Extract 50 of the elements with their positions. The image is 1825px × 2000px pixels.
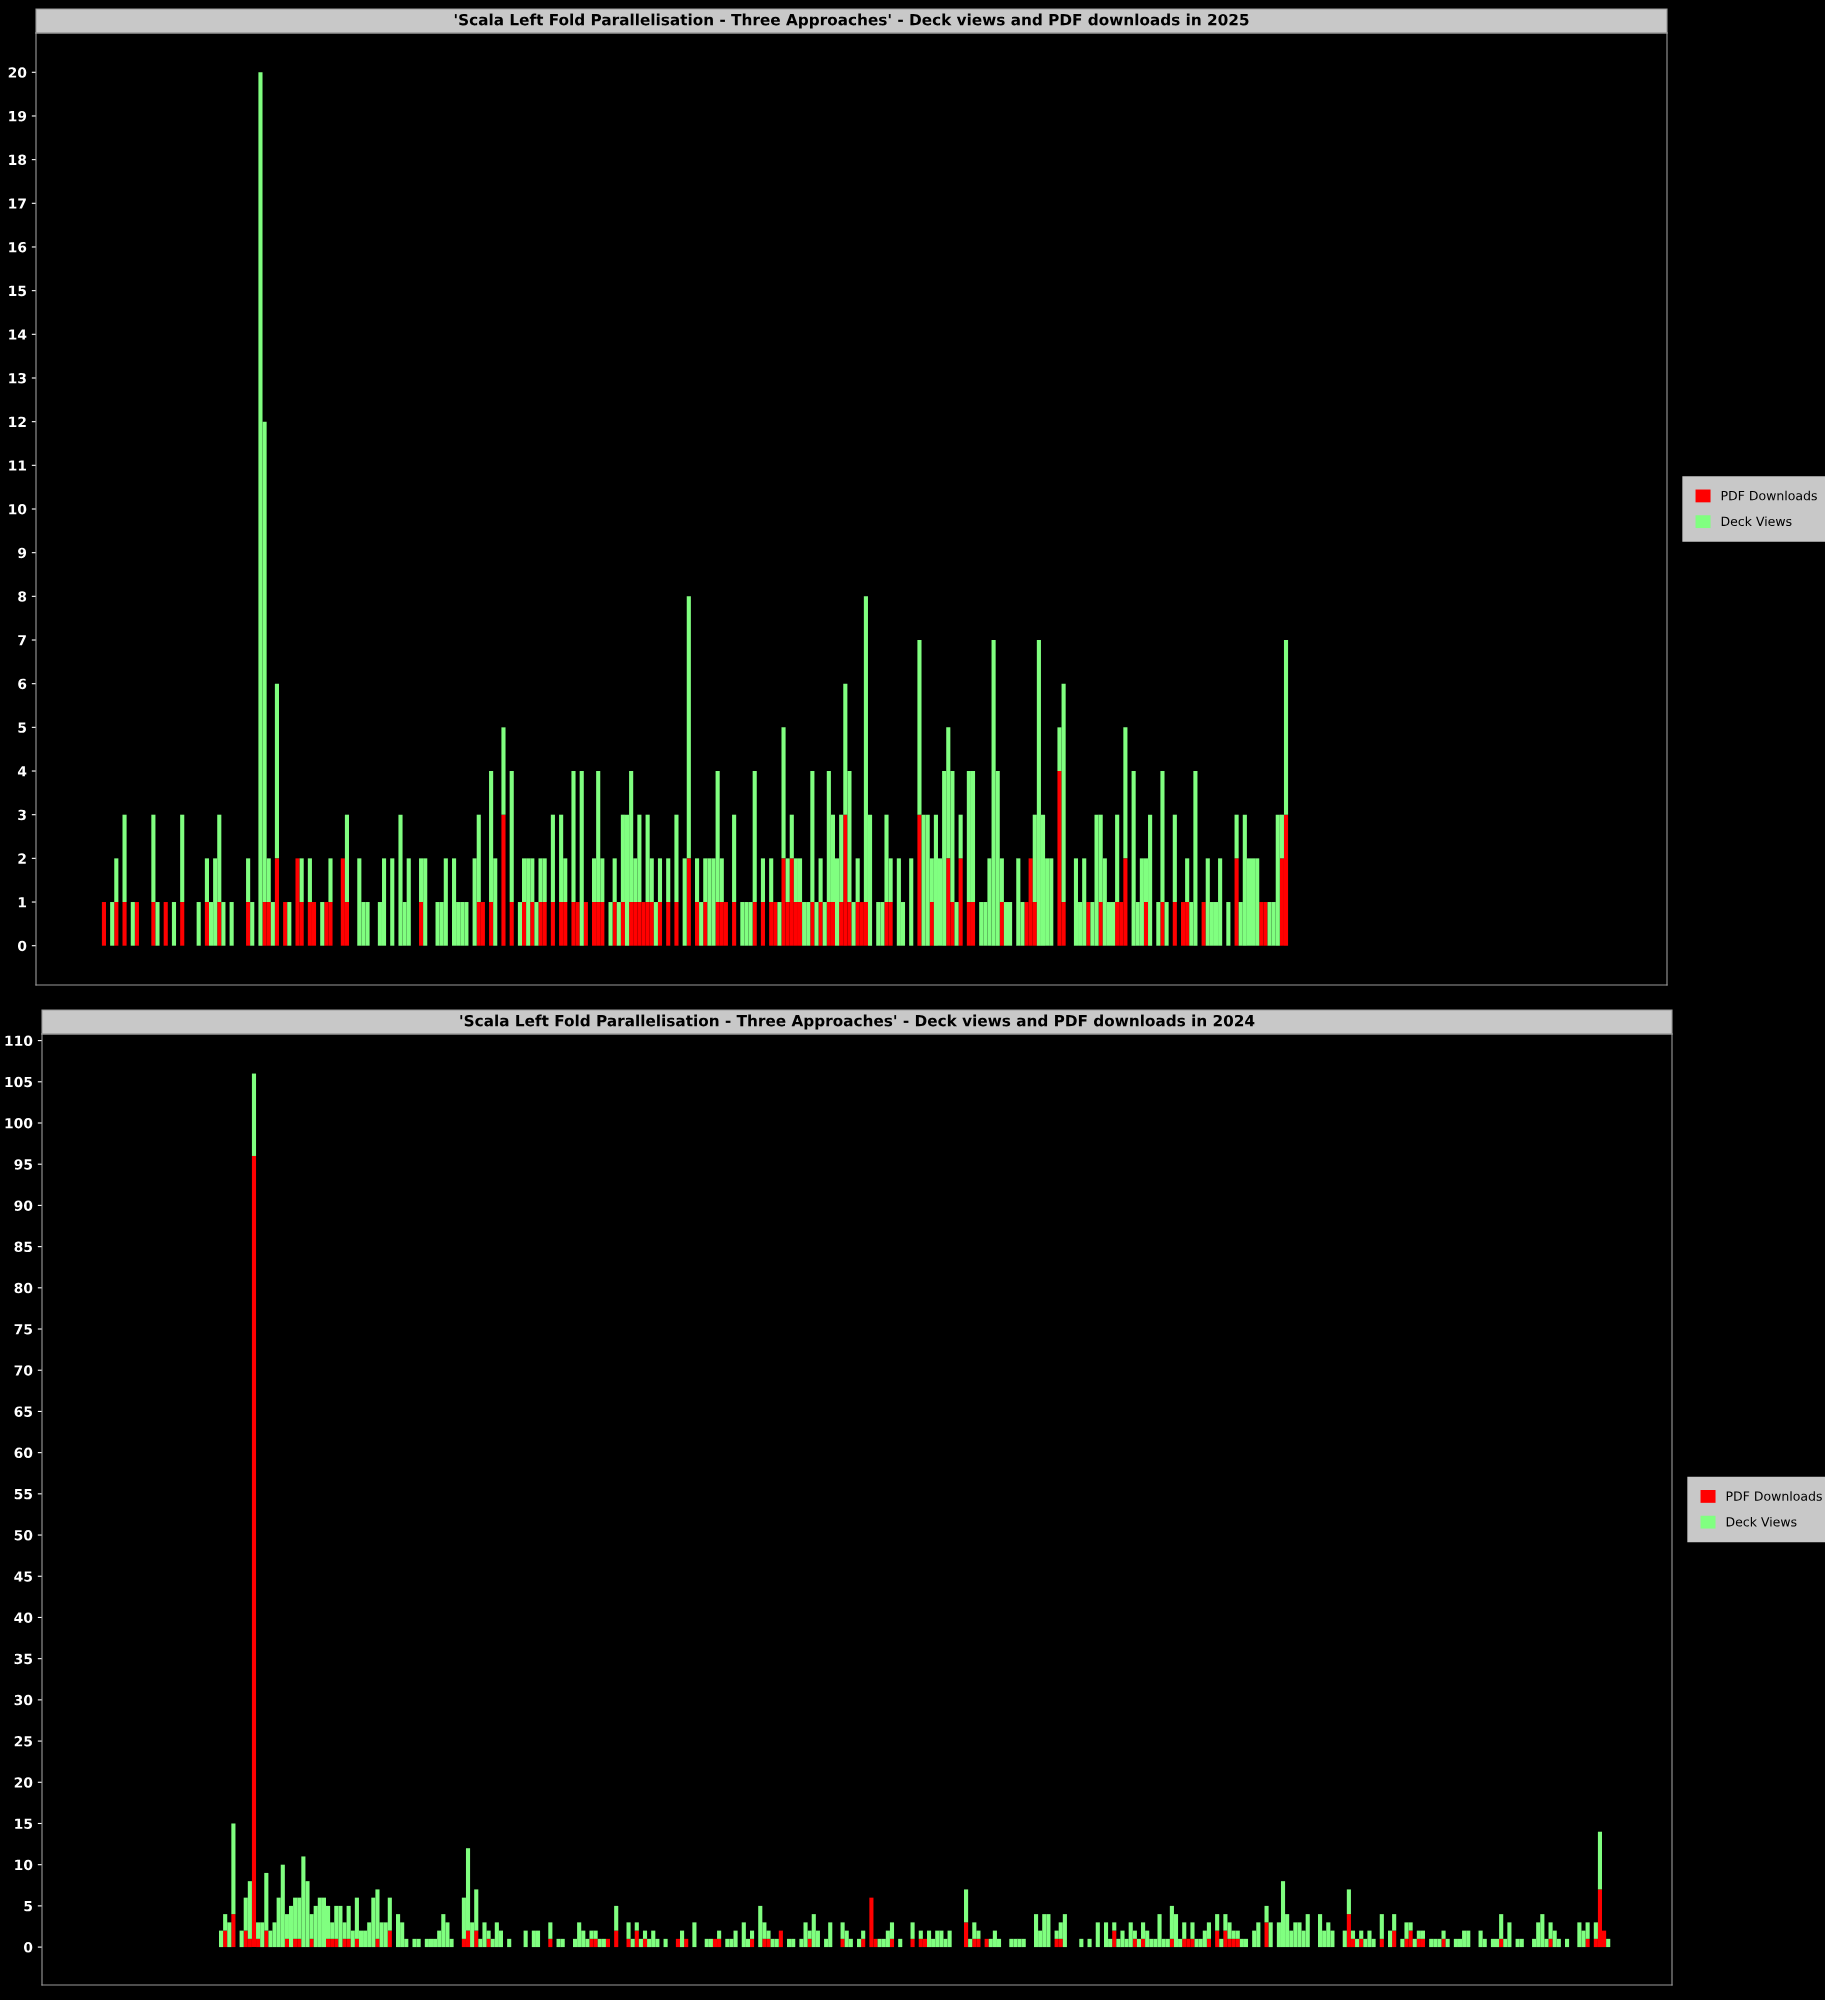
y-tick-label: 40 xyxy=(14,1612,33,1623)
y-tick-label: 5 xyxy=(24,1901,32,1912)
chart-title: 'Scala Left Fold Parallelisation - Three Approaches' - Deck views and PDF downloads in 2024 xyxy=(460,1014,1255,1030)
y-tick-label: 4 xyxy=(17,766,27,777)
y-tick-label: 100 xyxy=(5,1117,33,1129)
y-tick-label: 95 xyxy=(14,1159,32,1170)
y-tick-label: 6 xyxy=(18,678,27,690)
y-tick-label: 2 xyxy=(18,853,26,864)
y-tick-label: 80 xyxy=(14,1282,33,1294)
y-tick-label: 9 xyxy=(18,547,27,559)
y-tick-label: 12 xyxy=(9,416,26,427)
y-tick-label: 55 xyxy=(14,1488,32,1500)
y-tick-label: 25 xyxy=(14,1736,32,1747)
y-tick-label: 16 xyxy=(9,241,27,253)
y-tick-label: 110 xyxy=(5,1035,33,1047)
y-tick-label: 15 xyxy=(9,285,26,297)
y-tick-label: 35 xyxy=(14,1653,32,1665)
chart-title: 'Scala Left Fold Parallelisation - Three Approaches' - Deck views and PDF downloads in 2025 xyxy=(454,13,1249,29)
y-tick-label: 30 xyxy=(14,1694,33,1706)
y-tick-label: 1 xyxy=(18,897,27,908)
y-tick-label: 45 xyxy=(14,1571,32,1582)
y-tick-label: 19 xyxy=(9,110,27,122)
y-tick-label: 3 xyxy=(18,809,26,821)
y-tick-label: 0 xyxy=(23,1942,33,1953)
y-tick-label: 11 xyxy=(9,460,27,471)
y-tick-label: 60 xyxy=(14,1447,33,1459)
y-tick-label: 65 xyxy=(14,1406,32,1417)
y-tick-label: 8 xyxy=(18,591,27,602)
y-tick-label: 50 xyxy=(14,1530,33,1541)
legend-label: PDF Downloads xyxy=(1721,490,1817,501)
y-tick-label: 7 xyxy=(18,635,26,646)
y-tick-label: 105 xyxy=(5,1076,32,1088)
y-tick-label: 10 xyxy=(15,1859,33,1871)
legend-label: Deck Views xyxy=(1721,516,1792,527)
y-tick-label: 0 xyxy=(17,940,27,952)
y-tick-label: 20 xyxy=(8,67,27,78)
y-tick-label: 85 xyxy=(14,1241,32,1253)
legend-label: PDF Downloads xyxy=(1726,1491,1822,1501)
y-tick-label: 90 xyxy=(14,1200,33,1211)
y-tick-label: 70 xyxy=(14,1365,33,1376)
y-tick-label: 17 xyxy=(9,198,26,209)
legend-label: Deck Views xyxy=(1726,1516,1797,1527)
y-tick-label: 10 xyxy=(9,503,27,515)
y-tick-label: 75 xyxy=(14,1324,32,1335)
y-tick-label: 5 xyxy=(18,722,26,733)
y-tick-label: 13 xyxy=(9,372,26,384)
y-tick-label: 20 xyxy=(14,1777,33,1788)
y-tick-label: 15 xyxy=(15,1818,32,1829)
y-tick-label: 18 xyxy=(9,154,27,166)
y-tick-label: 14 xyxy=(9,329,27,340)
